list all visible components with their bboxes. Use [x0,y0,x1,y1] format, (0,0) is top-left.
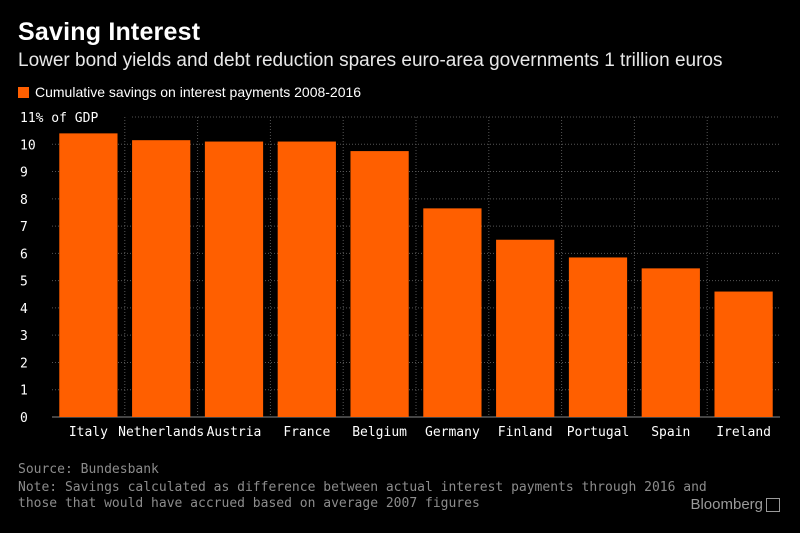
y-axis-ticks: 0 1 2 3 4 5 6 7 8 9 10 11% of GDP [20,111,98,426]
chart-subtitle: Lower bond yields and debt reduction spa… [18,50,723,71]
legend: Cumulative savings on interest payments … [18,84,361,100]
y-tick-label: 7 [20,220,28,235]
bars [59,133,773,417]
brand-logo: Bloomberg [690,496,780,513]
legend-swatch [18,86,29,98]
x-tick-label: Austria [207,425,262,440]
brand-name: Bloomberg [690,496,763,513]
bar-germany [423,208,482,417]
source-text: Source: Bundesbank [18,462,159,477]
bar-belgium [350,151,409,417]
y-tick-label: 10 [20,138,36,153]
bar-austria [204,141,264,417]
note-line-1: Note: Savings calculated as difference b… [18,480,707,495]
y-tick-label: 0 [20,411,28,426]
y-tick-label: 3 [20,329,28,344]
y-tick-label: 1 [20,384,28,399]
note-line-2: those that would have accrued based on a… [18,496,480,511]
x-tick-label: Ireland [716,425,771,440]
x-tick-label: Portugal [567,425,630,440]
bar-italy [59,133,118,417]
y-tick-label: 5 [20,275,28,290]
bar-finland [496,239,555,417]
bloomberg-chart-icon [766,497,780,512]
legend-label: Cumulative savings on interest payments … [35,84,362,100]
x-axis-labels: Italy Netherlands Austria France Belgium Germ… [69,425,771,440]
bar-spain [641,268,700,417]
chart-title: Saving Interest [18,18,201,46]
y-tick-label: 9 [20,166,28,181]
bar-ireland [714,291,773,417]
x-tick-label: Belgium [352,425,407,440]
y-tick-label: 4 [20,302,28,317]
bar-france [277,141,336,417]
x-tick-label: Italy [69,425,108,440]
x-tick-label: Germany [425,425,480,440]
y-tick-label: 2 [20,356,28,371]
y-tick-label: 8 [20,193,28,208]
bar-netherlands [132,140,191,417]
y-tick-label: 6 [20,247,28,262]
x-tick-label: Spain [651,425,690,440]
bar-portugal [568,257,628,417]
x-tick-label: Finland [498,425,553,440]
y-tick-label-top: 11% of GDP [20,111,98,126]
x-tick-label: France [283,425,330,440]
x-tick-label: Netherlands [118,425,204,440]
